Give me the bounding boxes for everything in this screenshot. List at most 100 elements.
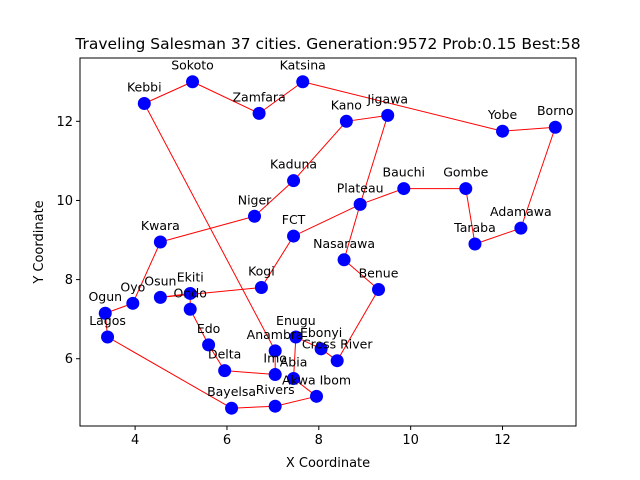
city-label: Benue	[359, 265, 399, 280]
city-point	[548, 120, 562, 134]
city-label: Bauchi	[383, 165, 425, 180]
route-segment	[520, 127, 556, 229]
route-segment	[293, 203, 361, 237]
city-point	[353, 197, 367, 211]
city-label: FCT	[282, 212, 306, 227]
route-segment	[359, 115, 389, 205]
x-tick-label: 12	[494, 433, 511, 448]
city-point	[337, 253, 351, 267]
y-tick-label: 10	[56, 194, 73, 209]
route-segment	[231, 405, 276, 409]
city-label: Osun	[144, 273, 176, 288]
city-point	[153, 290, 167, 304]
route-segment	[275, 395, 317, 407]
route-segment	[260, 235, 294, 288]
y-axis-label: Y Coordinate	[32, 200, 47, 284]
city-point	[287, 372, 301, 386]
city-label: Nasarawa	[313, 236, 375, 251]
city-label: Kwara	[141, 218, 180, 233]
route-segment	[143, 103, 276, 352]
x-tick-label: 10	[402, 433, 419, 448]
city-label: Ondo	[174, 285, 207, 300]
city-label: Edo	[197, 321, 220, 336]
city-label: Katsina	[280, 58, 326, 73]
city-point	[202, 338, 216, 352]
route-segment	[189, 309, 210, 346]
route-segment	[346, 114, 388, 122]
city-label: Cross River	[302, 337, 373, 352]
city-point	[186, 75, 200, 89]
route-segment	[254, 180, 294, 217]
city-label: Taraba	[453, 220, 496, 235]
x-tick-label: 4	[131, 433, 139, 448]
city-label: Zamfara	[232, 89, 285, 104]
city-label: Yobe	[487, 107, 518, 122]
chart-title: Traveling Salesman 37 cities. Generation…	[74, 35, 580, 53]
y-tick-label: 8	[65, 273, 73, 288]
city-point	[287, 229, 301, 243]
city-point	[268, 399, 282, 413]
city-label: Gombe	[443, 165, 488, 180]
route-segment	[107, 336, 232, 409]
route-segment	[293, 120, 347, 181]
plot-frame	[79, 57, 577, 427]
city-point	[287, 174, 301, 188]
x-axis-label: X Coordinate	[286, 456, 370, 471]
city-point	[514, 221, 528, 235]
route-segment	[192, 81, 260, 114]
city-point	[252, 106, 266, 120]
city-point	[496, 124, 510, 138]
city-point	[381, 108, 395, 122]
city-point	[372, 282, 386, 296]
city-point	[268, 368, 282, 382]
city-point	[314, 342, 328, 356]
city-point	[330, 354, 344, 368]
city-label: Ebonyi	[300, 325, 342, 340]
route-segment	[302, 81, 503, 132]
city-point	[225, 401, 239, 415]
city-label: Kaduna	[270, 157, 317, 172]
plot-area: Sokoto Katsina Kebbi Zamfara Jigawa Kano Yobe B…	[88, 58, 574, 415]
city-label: Kebbi	[127, 80, 162, 95]
city-point	[98, 306, 112, 320]
city-point	[296, 75, 310, 89]
city-label: Delta	[208, 347, 241, 362]
y-tick-label: 12	[56, 115, 73, 130]
city-point	[248, 209, 262, 223]
city-label: Niger	[238, 192, 272, 207]
route-segment	[343, 204, 361, 260]
route-segment	[293, 336, 297, 379]
city-label: Jigawa	[366, 91, 408, 106]
city-label: Rivers	[256, 382, 295, 397]
city-point	[339, 114, 353, 128]
route-segment	[258, 81, 304, 114]
city-point	[289, 330, 303, 344]
city-label: Abia	[280, 355, 308, 370]
city-point	[153, 235, 167, 249]
y-tick-label: 6	[65, 352, 73, 367]
city-label: Kano	[331, 97, 362, 112]
city-point	[101, 330, 115, 344]
city-point	[183, 286, 197, 300]
route-segment	[359, 188, 404, 205]
route-segment	[160, 287, 262, 298]
city-label: Ekiti	[177, 269, 204, 284]
city-point	[397, 182, 411, 196]
city-point	[183, 302, 197, 316]
city-point	[218, 364, 232, 378]
city-point	[268, 344, 282, 358]
route-segment	[343, 259, 379, 290]
city-point	[137, 97, 151, 111]
route-segment	[502, 126, 556, 132]
city-label: Imo	[263, 351, 287, 366]
city-label: Plateau	[337, 180, 384, 195]
city-point	[254, 281, 268, 295]
city-label: Ogun	[88, 289, 122, 304]
city-label: Bayelsa	[207, 384, 256, 399]
city-label: Lagos	[89, 313, 126, 328]
city-point	[459, 182, 473, 196]
x-tick-label: 8	[315, 433, 323, 448]
x-tick-label: 6	[223, 433, 231, 448]
city-label: Borno	[537, 103, 574, 118]
